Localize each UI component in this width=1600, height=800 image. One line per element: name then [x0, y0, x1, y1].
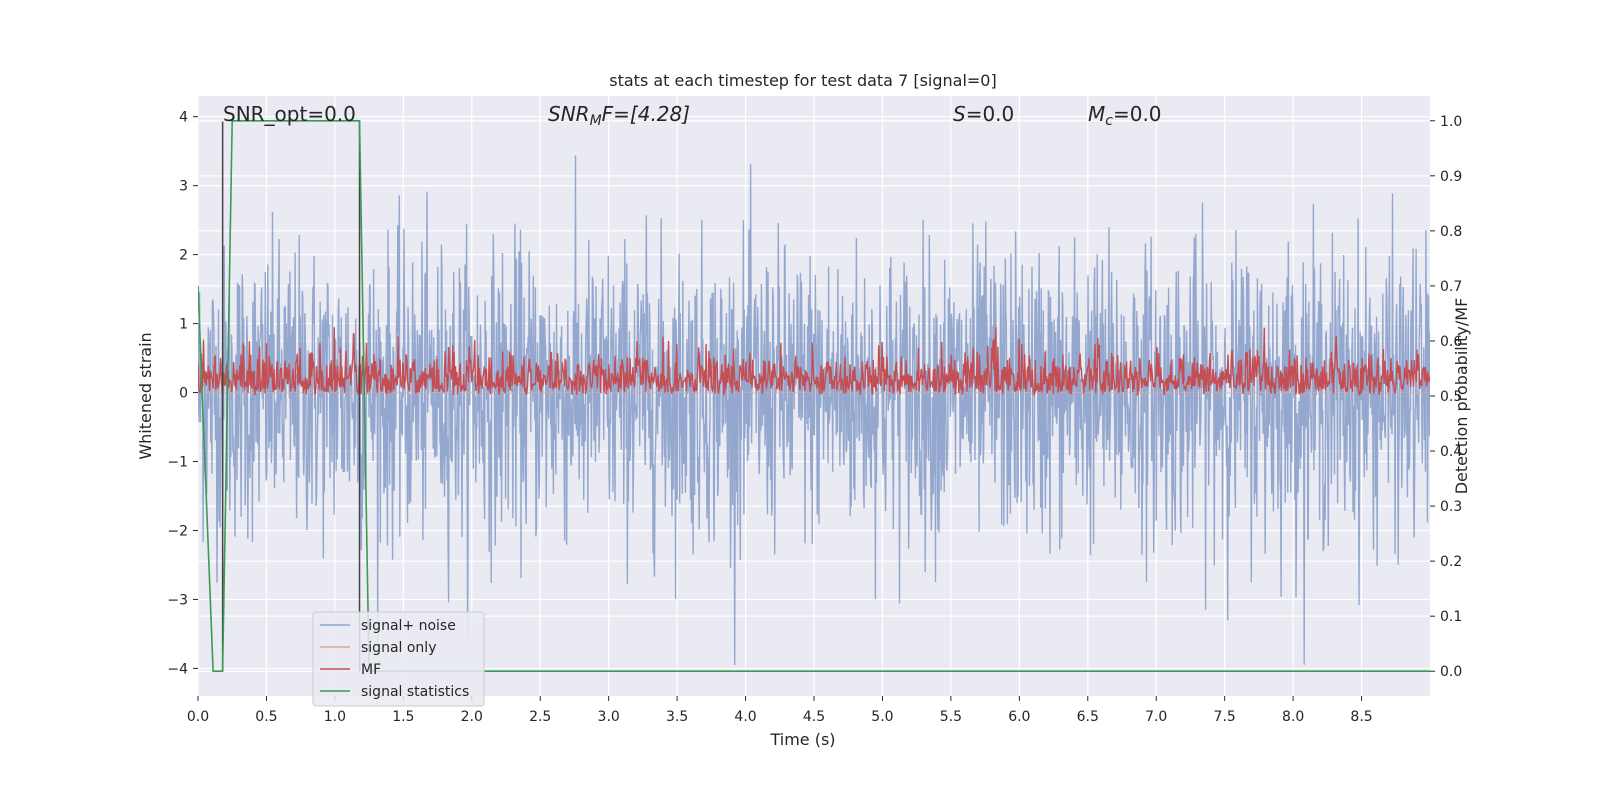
x-tick-label-5: 2.5 [529, 709, 551, 725]
annotation-mc: Mc=0.0 [1088, 102, 1162, 129]
y-right-tick-label-6: 0.4 [1440, 444, 1462, 460]
y-axis-label-right: Detection probability/MF [1452, 298, 1471, 495]
y-right-tick-label-4: 0.6 [1440, 334, 1462, 350]
x-tick-label-3: 1.5 [392, 709, 414, 725]
y-left-tick-label-4: 0 [179, 386, 188, 402]
x-tick-label-11: 5.5 [940, 709, 962, 725]
x-tick-label-16: 8.0 [1282, 709, 1304, 725]
y-right-tick-label-5: 0.5 [1440, 389, 1462, 405]
y-left-tick-label-5: −1 [167, 455, 188, 471]
y-axis-label-left: Whitened strain [136, 332, 155, 459]
series-signal-noise [198, 155, 1430, 666]
x-tick-label-12: 6.0 [1008, 709, 1030, 725]
legend: signal+ noise signal only MF signal stat… [312, 611, 485, 707]
legend-label-signal-only: signal only [361, 640, 436, 656]
y-left-tick-label-2: 2 [179, 248, 188, 264]
y-left-tick-label-1: 3 [179, 179, 188, 195]
legend-label-signal-noise: signal+ noise [361, 618, 456, 634]
x-tick-label-1: 0.5 [255, 709, 277, 725]
annotation-snr-mf: SNRMF=[4.28] [548, 102, 690, 129]
x-tick-label-4: 2.0 [461, 709, 483, 725]
x-tick-label-17: 8.5 [1350, 709, 1372, 725]
y-right-tick-label-7: 0.3 [1440, 499, 1462, 515]
y-right-tick-label-9: 0.1 [1440, 609, 1462, 625]
line-signal-noise [198, 155, 1430, 666]
y-left-tick-label-8: −4 [167, 661, 188, 677]
x-tick-label-15: 7.5 [1214, 709, 1236, 725]
y-right-tick-label-10: 0.0 [1440, 664, 1462, 680]
y-left-tick-label-6: −2 [167, 523, 188, 539]
x-tick-label-10: 5.0 [871, 709, 893, 725]
annotation-s: S=0.0 [953, 102, 1014, 126]
y-right-tick-label-3: 0.7 [1440, 279, 1462, 295]
x-axis-label: Time (s) [769, 730, 835, 749]
y-right-tick-label-8: 0.2 [1440, 554, 1462, 570]
series-mf [198, 327, 1430, 398]
vlines [221, 121, 361, 672]
line-mf [198, 327, 1430, 398]
x-tick-label-9: 4.5 [803, 709, 825, 725]
legend-label-signal-statistics: signal statistics [361, 684, 469, 700]
y-right-tick-label-0: 1.0 [1440, 114, 1462, 130]
x-tick-label-0: 0.0 [187, 709, 209, 725]
y-ticks-right: 1.0 0.9 0.8 0.7 0.6 0.5 0.4 0.3 0.2 0.1 0.0 [1430, 114, 1462, 680]
x-ticks: 0.0 0.5 1.0 1.5 2.0 2.5 3.0 3.5 4.0 4.5 5.0 5.5 6.0 6… [187, 696, 1373, 725]
y-ticks-left: 4 3 2 1 0 −1 −2 −3 −4 [167, 110, 198, 677]
x-tick-label-8: 4.0 [734, 709, 756, 725]
x-tick-label-13: 6.5 [1077, 709, 1099, 725]
annotation-snr-opt: SNR_opt=0.0 [223, 102, 356, 126]
x-tick-label-6: 3.0 [598, 709, 620, 725]
x-tick-label-7: 3.5 [666, 709, 688, 725]
y-right-tick-label-2: 0.8 [1440, 224, 1462, 240]
y-left-tick-label-0: 4 [179, 110, 188, 126]
y-left-tick-label-3: 1 [179, 317, 188, 333]
y-right-tick-label-1: 0.9 [1440, 169, 1462, 185]
x-tick-label-14: 7.0 [1145, 709, 1167, 725]
legend-label-mf: MF [361, 662, 381, 678]
y-left-tick-label-7: −3 [167, 592, 188, 608]
chart-title: stats at each timestep for test data 7 [… [609, 71, 996, 90]
x-tick-label-2: 1.0 [324, 709, 346, 725]
